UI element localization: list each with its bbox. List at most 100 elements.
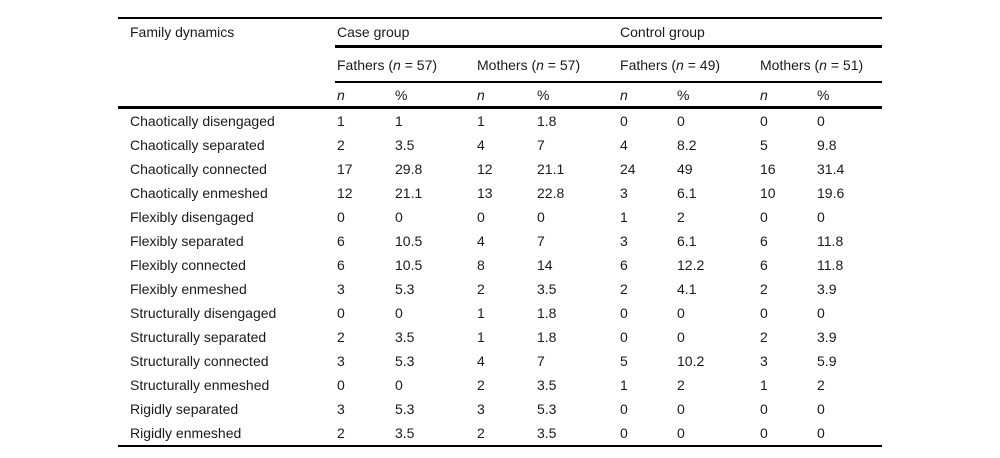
measure-header-n: n	[618, 82, 676, 109]
table-row: Chaotically enmeshed 12 21.1 13 22.8 3 6.1 10 19…	[118, 181, 882, 205]
data-cell: 5	[760, 137, 768, 153]
table-row: Rigidly separated 3 5.3 3 5.3 0 0 0 0	[118, 397, 882, 421]
data-cell: 2	[677, 377, 685, 393]
data-cell: 2	[760, 281, 768, 297]
data-cell: 7	[537, 137, 545, 153]
data-cell: 0	[337, 305, 345, 321]
data-cell: 0	[395, 305, 403, 321]
data-cell: 2	[337, 329, 345, 345]
data-cell: 1	[477, 329, 485, 345]
data-cell: 7	[537, 353, 545, 369]
data-cell: 2	[620, 281, 628, 297]
row-label: Flexibly separated	[130, 233, 244, 249]
data-cell: 10.5	[395, 257, 423, 273]
data-cell: 0	[395, 209, 403, 225]
group-header-case: Case group	[335, 18, 619, 48]
data-cell: 0	[675, 421, 759, 447]
data-cell: 0	[477, 209, 485, 225]
data-cell: 1.8	[537, 329, 557, 345]
data-cell: 1	[337, 113, 345, 129]
data-cell: 2	[817, 377, 825, 393]
group-header-row: Family dynamics Case group Control group	[118, 18, 883, 109]
row-label: Rigidly enmeshed	[118, 421, 335, 447]
data-cell: 10	[760, 185, 776, 201]
subgroup-header: Mothers (n = 51)	[758, 46, 883, 83]
measure-header-n: n	[335, 82, 393, 109]
data-cell: 11.8	[817, 257, 844, 273]
data-cell: 8	[477, 257, 485, 273]
data-cell: 0	[817, 305, 825, 321]
table-header: Family dynamics Case group Control group…	[118, 18, 883, 109]
data-cell: 0	[337, 209, 345, 225]
data-cell: 1	[620, 377, 628, 393]
data-cell: 29.8	[395, 161, 423, 177]
data-cell: 2	[335, 421, 393, 447]
data-cell: 11.8	[817, 233, 844, 249]
corner-header-family-dynamics: Family dynamics	[118, 18, 335, 109]
data-cell: 4	[477, 353, 485, 369]
table-body: Chaotically disengaged 1 1 1 1.8 0 0 0 0 Chaotica…	[118, 108, 883, 447]
data-cell: 2	[337, 137, 345, 153]
data-cell: 0	[760, 305, 768, 321]
data-cell: 1	[395, 113, 403, 129]
row-label: Flexibly disengaged	[130, 209, 254, 225]
row-label: Chaotically separated	[130, 137, 265, 153]
data-cell: 5	[620, 353, 628, 369]
data-cell: 5.3	[537, 401, 557, 417]
data-cell: 0	[817, 113, 825, 129]
subgroup-header: Mothers (n = 57)	[475, 46, 619, 83]
data-cell: 24	[620, 161, 636, 177]
data-cell: 6	[337, 233, 345, 249]
data-cell: 0	[817, 401, 825, 417]
data-cell: 5.9	[817, 353, 837, 369]
data-cell: 17	[337, 161, 353, 177]
data-cell: 2	[760, 329, 768, 345]
row-label: Flexibly enmeshed	[130, 281, 247, 297]
table-row: Chaotically disengaged 1 1 1 1.8 0 0 0 0	[118, 108, 882, 134]
data-cell: 3	[337, 401, 345, 417]
data-cell: 6	[620, 257, 628, 273]
data-cell: 6	[760, 257, 768, 273]
data-cell: 3.9	[817, 281, 837, 297]
table-row: Structurally enmeshed 0 0 2 3.5 1 2 1 2	[118, 373, 882, 397]
table-row: Structurally connected 3 5.3 4 7 5 10.2 3 5.9	[118, 349, 882, 373]
data-cell: 12	[337, 185, 353, 201]
data-cell: 3	[337, 353, 345, 369]
family-dynamics-table: Family dynamics Case group Control group…	[118, 17, 883, 447]
data-cell: 16	[760, 161, 776, 177]
data-cell: 0	[760, 401, 768, 417]
data-cell: 3.5	[393, 421, 475, 447]
row-label: Structurally connected	[130, 353, 269, 369]
data-cell: 1.8	[537, 113, 557, 129]
row-label: Flexibly connected	[130, 257, 246, 273]
data-cell: 19.6	[817, 185, 845, 201]
data-cell: 0	[620, 329, 628, 345]
data-cell: 21.1	[537, 161, 565, 177]
data-cell: 0	[758, 421, 816, 447]
italic-n-symbol: n	[676, 56, 684, 73]
data-cell: 0	[677, 401, 685, 417]
data-cell: 5.3	[395, 353, 415, 369]
table-row: Flexibly disengaged 0 0 0 0 1 2 0 0	[118, 205, 882, 229]
table-row: Structurally separated 2 3.5 1 1.8 0 0 2 3.9	[118, 325, 882, 349]
table-row: Flexibly connected 6 10.5 8 14 6 12.2 6 11.8	[118, 253, 882, 277]
table-row: Chaotically separated 2 3.5 4 7 4 8.2 5 9.8	[118, 133, 882, 157]
measure-header-n: n	[475, 82, 535, 109]
data-cell: 4	[620, 137, 628, 153]
table-container: Family dynamics Case group Control group…	[118, 17, 883, 447]
data-cell: 5.3	[395, 401, 415, 417]
row-label: Chaotically connected	[130, 161, 267, 177]
data-cell: 0	[817, 209, 825, 225]
data-cell: 7	[537, 233, 545, 249]
subgroup-header-row: Fathers (n = 57) Mothers (n = 57) Fathers …	[118, 46, 883, 83]
table-row: Structurally disengaged 0 0 1 1.8 0 0 0 0	[118, 301, 882, 325]
data-cell: 0	[537, 209, 545, 225]
data-cell: 0	[677, 305, 685, 321]
data-cell: 1.8	[537, 305, 557, 321]
data-cell: 1	[477, 113, 485, 129]
data-cell: 14	[537, 257, 553, 273]
data-cell: 6	[760, 233, 768, 249]
data-cell: 6.1	[677, 233, 697, 249]
data-cell: 0	[620, 401, 628, 417]
